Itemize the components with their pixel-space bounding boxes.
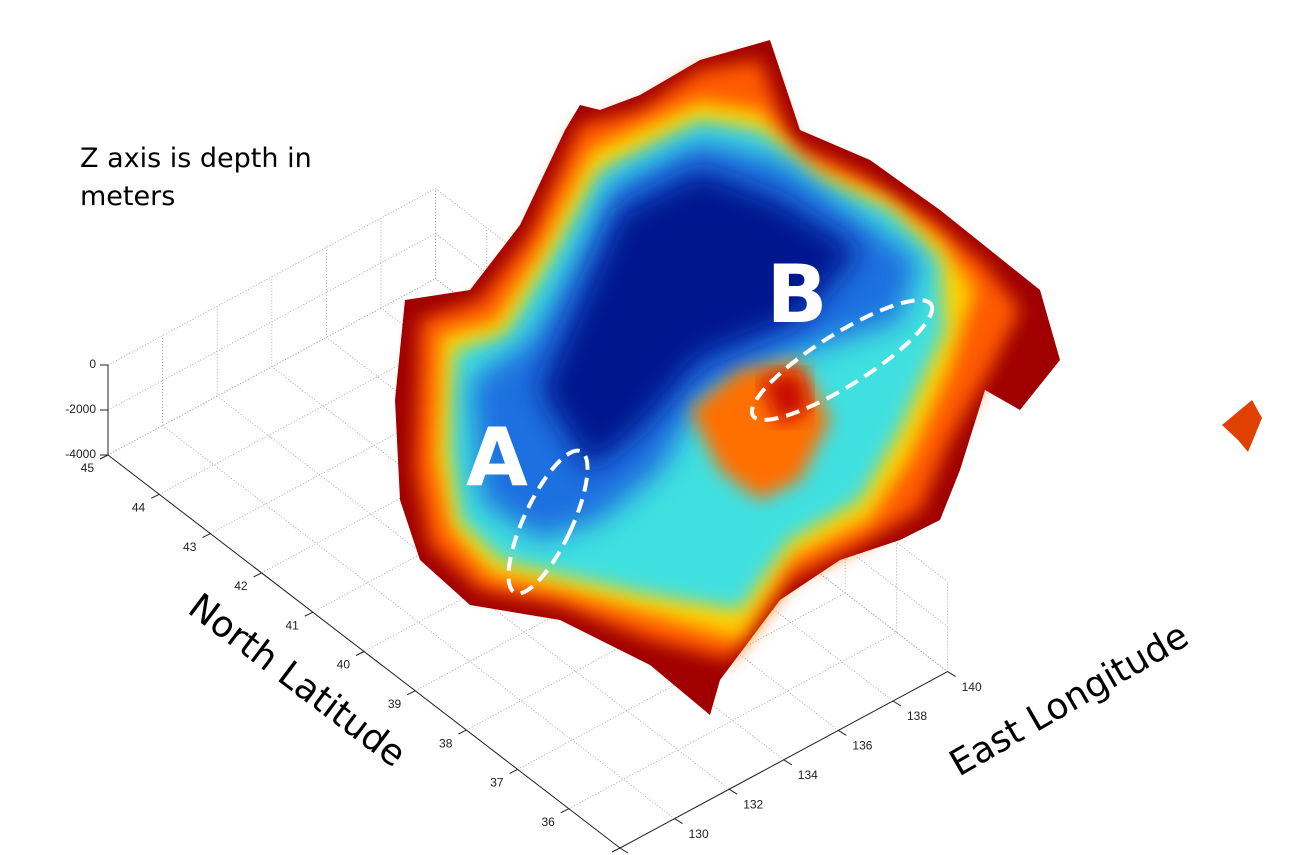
annotation: Z axis is depth in meters <box>80 140 330 216</box>
chart: A B Z axis is depth in meters North Lati… <box>0 0 1299 855</box>
y-tick-label: 41 <box>285 618 299 632</box>
y-tick <box>151 494 159 498</box>
x-tick <box>729 789 737 794</box>
y-tick-label: 39 <box>388 697 402 711</box>
y-tick <box>561 809 569 813</box>
x-tick <box>893 701 901 706</box>
x-tick <box>620 848 628 853</box>
x-tick-label: 132 <box>743 797 763 811</box>
x-tick <box>675 819 683 824</box>
y-tick <box>510 769 518 773</box>
y-tick <box>100 455 108 459</box>
surface-island <box>1222 400 1262 452</box>
x-tick <box>838 730 846 735</box>
y-tick <box>254 573 262 577</box>
y-tick-label: 45 <box>81 461 95 475</box>
region-label: B <box>767 248 828 341</box>
x-tick-label: 130 <box>689 827 709 841</box>
y-tick <box>202 534 210 538</box>
y-tick-label: 37 <box>490 776 504 790</box>
y-tick-label: 38 <box>439 736 453 750</box>
y-tick-label: 42 <box>234 579 248 593</box>
y-tick-label: 43 <box>183 540 197 554</box>
y-axis-label: North Latitude <box>181 586 414 775</box>
y-tick <box>458 730 466 734</box>
annotation-box: Z axis is depth in meters <box>80 140 350 240</box>
y-tick-label: 44 <box>132 500 146 514</box>
x-tick-label: 140 <box>962 680 982 694</box>
x-tick-label: 134 <box>798 768 818 782</box>
page: A B Z axis is depth in meters North Lati… <box>0 0 1299 855</box>
x-tick <box>784 760 792 765</box>
z-tick-label: -4000 <box>65 447 96 461</box>
y-tick-label: 36 <box>541 815 555 829</box>
x-tick <box>948 672 956 677</box>
y-tick-label: 40 <box>337 658 351 672</box>
y-tick <box>407 691 415 695</box>
x-tick-label: 136 <box>852 739 872 753</box>
region-label: A <box>466 411 528 504</box>
y-tick <box>305 612 313 616</box>
x-tick-label: 138 <box>907 709 927 723</box>
x-axis-label: East Longitude <box>943 615 1196 785</box>
z-tick-label: -2000 <box>65 402 96 416</box>
y-tick <box>612 848 620 852</box>
surface <box>395 40 1262 715</box>
z-tick-label: 0 <box>89 357 96 371</box>
y-tick <box>356 652 364 656</box>
